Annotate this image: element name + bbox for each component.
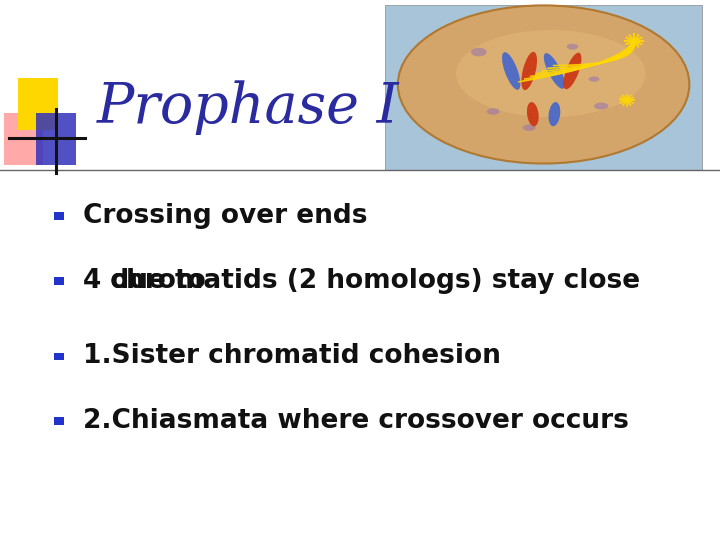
Ellipse shape <box>589 76 599 82</box>
Text: 1.Sister chromatid cohesion: 1.Sister chromatid cohesion <box>83 343 500 369</box>
Text: Crossing over ends: Crossing over ends <box>83 203 367 229</box>
Text: 4 chromatids (2 homologs) stay close: 4 chromatids (2 homologs) stay close <box>83 268 640 294</box>
Ellipse shape <box>398 5 689 164</box>
Text: Prophase I: Prophase I <box>97 80 400 136</box>
Bar <box>4 113 43 165</box>
Bar <box>54 277 64 285</box>
Bar <box>18 78 58 130</box>
Ellipse shape <box>594 103 608 110</box>
Bar <box>54 417 64 425</box>
Bar <box>54 212 64 220</box>
Text: due to: due to <box>83 268 205 294</box>
Ellipse shape <box>549 102 560 126</box>
Bar <box>385 5 702 170</box>
Ellipse shape <box>527 102 539 126</box>
Text: 2.Chiasmata where crossover occurs: 2.Chiasmata where crossover occurs <box>83 408 629 434</box>
Ellipse shape <box>487 108 500 114</box>
Bar <box>54 353 64 360</box>
Ellipse shape <box>523 124 536 131</box>
Ellipse shape <box>471 48 487 56</box>
Ellipse shape <box>544 53 565 89</box>
Ellipse shape <box>521 52 537 90</box>
Ellipse shape <box>567 44 578 50</box>
Ellipse shape <box>563 53 582 89</box>
Ellipse shape <box>502 52 521 90</box>
Ellipse shape <box>456 30 646 117</box>
Bar <box>36 113 76 165</box>
